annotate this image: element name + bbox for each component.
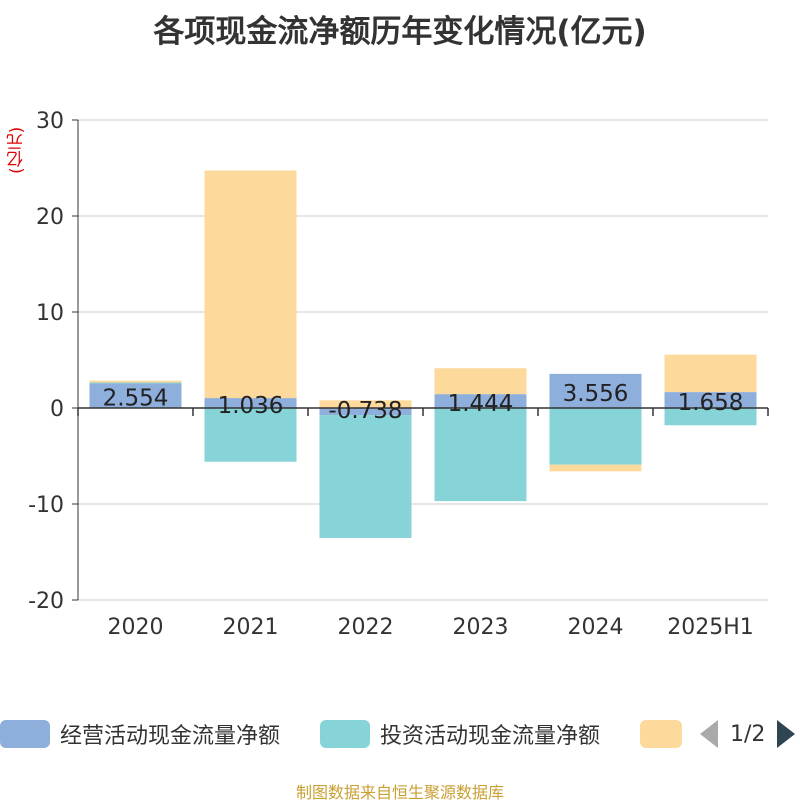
bar-2025H1-series-2 [664,354,757,393]
legend-pager: 1/2 [700,716,796,752]
data-label: 3.556 [563,381,629,407]
bar-2020-series-2 [89,380,182,383]
x-tick-label: 2022 [338,615,394,640]
bar-2022-series-1 [319,415,412,538]
legend-label-operating: 经营活动现金流量净额 [60,724,281,749]
data-source-footer: 制图数据来自恒生聚源数据库 [295,783,504,802]
x-tick-label: 2025H1 [667,615,754,640]
data-label: -0.738 [328,398,402,424]
data-label: 1.444 [448,391,514,417]
bar-2024-series-1 [549,408,642,465]
bar-2023-series-1 [434,408,527,502]
legend-prev-icon[interactable] [700,720,718,748]
chart-title: 各项现金流净额历年变化情况(亿元) [153,14,647,50]
legend-swatch-investing [320,720,370,748]
bar-2025H1-series-1 [664,408,757,426]
data-label: 1.658 [678,390,744,416]
legend-swatch-operating [0,720,50,748]
bar-2020-series-1 [89,382,182,384]
x-tick-label: 2024 [568,615,624,640]
legend-page-indicator: 1/2 [730,721,766,747]
legend-item-investing[interactable]: 投资活动现金流量净额 [320,716,600,752]
bar-2023-series-2 [434,368,527,395]
y-tick-label: -10 [28,493,64,518]
y-tick-label: 20 [36,205,64,230]
bar-2022-series-2 [319,400,412,408]
legend-swatch-financing [640,720,682,748]
x-tick-label: 2020 [108,615,164,640]
y-tick-label: 30 [36,109,64,134]
bar-2020-series-0 [89,383,182,408]
legend-label-investing: 投资活动现金流量净额 [380,724,601,749]
bar-2021-series-1 [204,408,297,462]
bar-2023-series-0 [434,394,527,408]
legend-item-financing[interactable] [640,716,692,752]
y-tick-label: 0 [50,397,64,422]
y-tick-label: -20 [28,589,64,614]
bar-2021-series-0 [204,398,297,408]
data-label: 2.554 [103,386,169,412]
legend-next-icon[interactable] [777,720,796,748]
y-tick-label: 10 [36,301,64,326]
legend: 经营活动现金流量净额 投资活动现金流量净额 1/2 [0,716,800,756]
bar-2025H1-series-0 [664,392,757,408]
bar-2022-series-0 [319,408,412,416]
data-label: 1.036 [218,393,284,419]
bar-2021-series-2 [204,170,297,399]
bar-2024-series-0 [549,373,642,408]
stacked-bar-chart: 30 20 10 0 -10 -20 2020 2021 2022 2023 2024 2025H1… [28,109,769,640]
legend-item-operating[interactable]: 经营活动现金流量净额 [0,716,280,752]
bar-2024-series-2 [549,464,642,472]
x-tick-label: 2023 [453,615,509,640]
x-tick-label: 2021 [223,615,279,640]
